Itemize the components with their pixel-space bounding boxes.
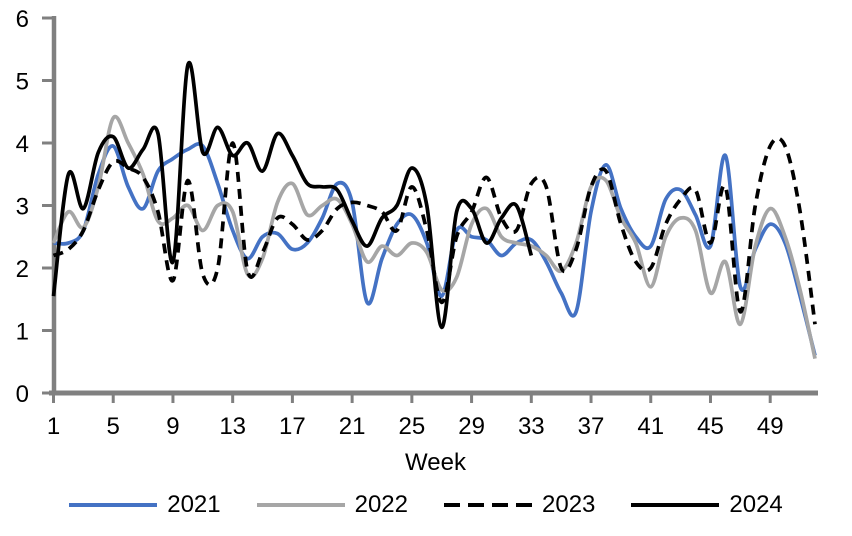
x-tick-label: 5: [107, 413, 120, 440]
legend-label: 2024: [729, 491, 783, 518]
legend-swatch-dashed-line-icon: [444, 503, 532, 507]
legend-item-2021: 2021: [69, 491, 221, 519]
x-tick-label: 41: [637, 413, 664, 440]
x-tick-label: 13: [219, 413, 246, 440]
x-tick-label: 33: [518, 413, 545, 440]
y-tick-label: 1: [16, 319, 29, 346]
y-tick-label: 0: [16, 381, 29, 408]
x-tick-label: 29: [458, 413, 485, 440]
series-line-2024: [51, 60, 534, 330]
legend-label: 2022: [354, 491, 408, 518]
x-tick-label: 21: [339, 413, 366, 440]
series-line-2023: [52, 136, 817, 325]
x-tick-label: 17: [279, 413, 306, 440]
legend-label: 2021: [167, 491, 221, 518]
x-axis-title: Week: [405, 449, 466, 476]
x-tick-label: 9: [166, 413, 179, 440]
x-tick-label: 45: [697, 413, 724, 440]
x-tick-label: 25: [399, 413, 426, 440]
series-line-2021: [53, 142, 817, 356]
y-tick-label: 6: [16, 6, 29, 33]
y-tick-label: 3: [16, 194, 29, 221]
legend-item-2024: 2024: [631, 491, 783, 519]
legend-item-2022: 2022: [256, 491, 408, 519]
y-tick-label: 5: [16, 69, 29, 96]
legend-swatch-solid-line-icon: [69, 503, 158, 507]
legend-swatch-solid-line-icon: [256, 503, 345, 507]
y-tick-label: 4: [16, 131, 29, 158]
y-tick-label: 2: [16, 256, 29, 283]
legend-item-2023: 2023: [444, 491, 595, 519]
legend-swatch-solid-line-icon: [631, 503, 720, 507]
x-tick-label: 1: [47, 413, 60, 440]
x-tick-label: 37: [578, 413, 605, 440]
x-tick-label: 49: [757, 413, 784, 440]
legend-label: 2023: [542, 491, 596, 518]
legend: 2021 2022 2023 2024: [0, 491, 852, 519]
